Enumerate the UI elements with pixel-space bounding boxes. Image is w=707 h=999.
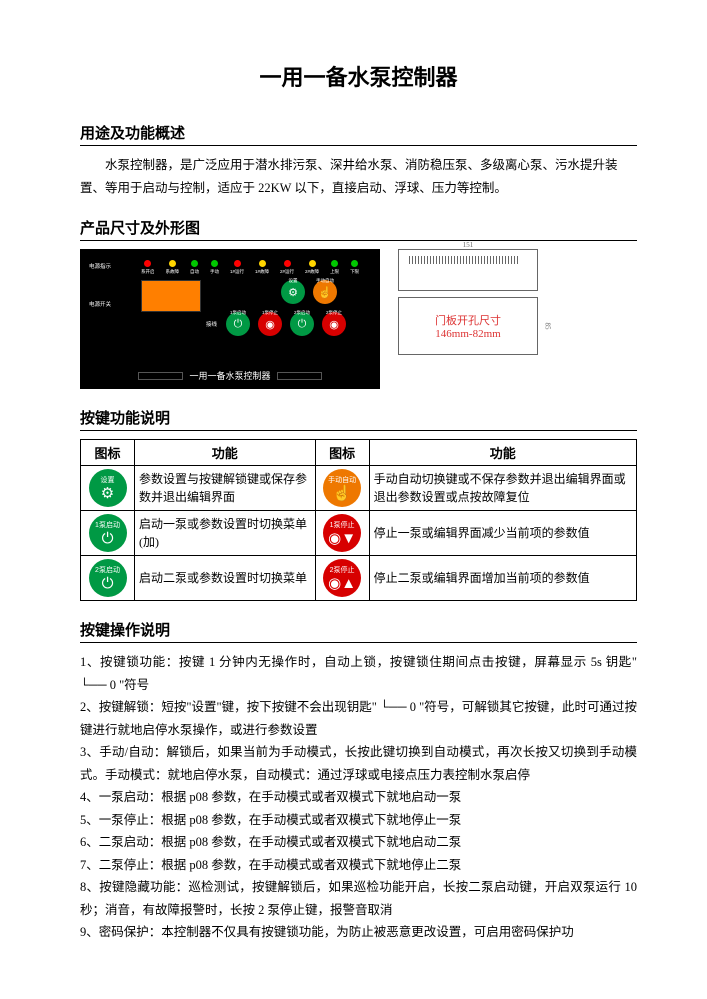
table-icon: 1泵停止◉▼ <box>315 511 369 556</box>
heading-ops: 按键操作说明 <box>80 619 637 643</box>
panel-lcd <box>141 280 201 312</box>
ops-list: 1、按键锁功能：按键 1 分钟内无操作时，自动上锁，按键锁住期间点击按键，屏幕显… <box>80 651 637 944</box>
ops-line: 4、一泵启动：根据 p08 参数，在手动模式或者双模式下就地启动一泵 <box>80 786 637 809</box>
heading-dimensions: 产品尺寸及外形图 <box>80 217 637 241</box>
ops-line: 9、密码保护：本控制器不仅具有按键锁功能，为防止被恶意更改设置，可启用密码保护功 <box>80 921 637 944</box>
panel-ctrl-top: 设置⚙手动自动☝ <box>281 280 337 304</box>
table-icon: 手动自动☝ <box>315 466 369 511</box>
cutout-label: 门板开孔尺寸 146mm-82mm <box>435 312 501 340</box>
th-func-r: 功能 <box>369 440 636 466</box>
table-icon: 设置⚙ <box>81 466 135 511</box>
page-title: 一用一备水泵控制器 <box>80 60 637 92</box>
ops-line: 6、二泵启动：根据 p08 参数，在手动模式或者双模式下就地启动二泵 <box>80 831 637 854</box>
panel-side-label: 接线 <box>206 320 217 328</box>
heading-button-func: 按键功能说明 <box>80 407 637 431</box>
table-icon: 1泵启动⏻ <box>81 511 135 556</box>
button-func-table: 图标 功能 图标 功能 设置⚙ 参数设置与按键解锁键或保存参数并退出编辑界面 手… <box>80 439 637 601</box>
panel-ctrl-bot: 1泵启动⏻1泵停止◉2泵启动⏻2泵停止◉ <box>226 312 346 336</box>
ops-line: 5、一泵停止：根据 p08 参数，在手动模式或者双模式下就地停止一泵 <box>80 809 637 832</box>
table-icon: 2泵停止◉▲ <box>315 556 369 601</box>
func-tbody: 设置⚙ 参数设置与按键解锁键或保存参数并退出编辑界面 手动自动☝ 手动自动切换键… <box>81 466 637 601</box>
table-icon: 2泵启动⏻ <box>81 556 135 601</box>
panel-side-bot: 电源开关 <box>89 300 111 308</box>
table-func: 手动自动切换键或不保存参数并退出编辑界面或退出参数设置或点按故障复位 <box>369 466 636 511</box>
heading-overview: 用途及功能概述 <box>80 122 637 146</box>
dimension-drawings: 151 门板开孔尺寸 146mm-82mm 85 <box>398 249 538 355</box>
ops-line: 1、按键锁功能：按键 1 分钟内无操作时，自动上锁，按键锁住期间点击按键，屏幕显… <box>80 651 637 696</box>
ops-line: 3、手动/自动：解锁后，如果当前为手动模式，长按此键切换到自动模式，再次长按又切… <box>80 741 637 786</box>
th-icon-l: 图标 <box>81 440 135 466</box>
dim-top: 151 <box>398 249 538 291</box>
panel-bottom: 一用一备水泵控制器 <box>81 369 379 382</box>
panel-bottom-label: 一用一备水泵控制器 <box>189 369 270 382</box>
dim-height: 85 <box>544 323 552 330</box>
panel-led-row: 系开启系故障自动手动1#运行1#故障2#运行2#故障上限下限 <box>141 260 359 275</box>
control-panel: 电源指示 电源开关 系开启系故障自动手动1#运行1#故障2#运行2#故障上限下限… <box>80 249 380 389</box>
table-func: 启动一泵或参数设置时切换菜单(加) <box>135 511 316 556</box>
th-func-l: 功能 <box>135 440 316 466</box>
panel-side-top: 电源指示 <box>89 262 111 270</box>
th-icon-r: 图标 <box>315 440 369 466</box>
ops-line: 8、按键隐藏功能：巡检测试，按键解锁后，如果巡检功能开启，长按二泵启动键，开启双… <box>80 876 637 921</box>
table-func: 停止二泵或编辑界面增加当前项的参数值 <box>369 556 636 601</box>
table-func: 启动二泵或参数设置时切换菜单 <box>135 556 316 601</box>
table-func: 参数设置与按键解锁键或保存参数并退出编辑界面 <box>135 466 316 511</box>
ops-line: 2、按键解锁：短按"设置"键，按下按键不会出现钥匙" └── 0 "符号，可解锁… <box>80 696 637 741</box>
dim-cutout: 门板开孔尺寸 146mm-82mm 85 <box>398 297 538 355</box>
table-func: 停止一泵或编辑界面减少当前项的参数值 <box>369 511 636 556</box>
overview-body: 水泵控制器，是广泛应用于潜水排污泵、深井给水泵、消防稳压泵、多级离心泵、污水提升… <box>80 154 637 199</box>
ops-line: 7、二泵停止：根据 p08 参数，在手动模式或者双模式下就地停止二泵 <box>80 854 637 877</box>
dim-width: 151 <box>399 241 537 249</box>
